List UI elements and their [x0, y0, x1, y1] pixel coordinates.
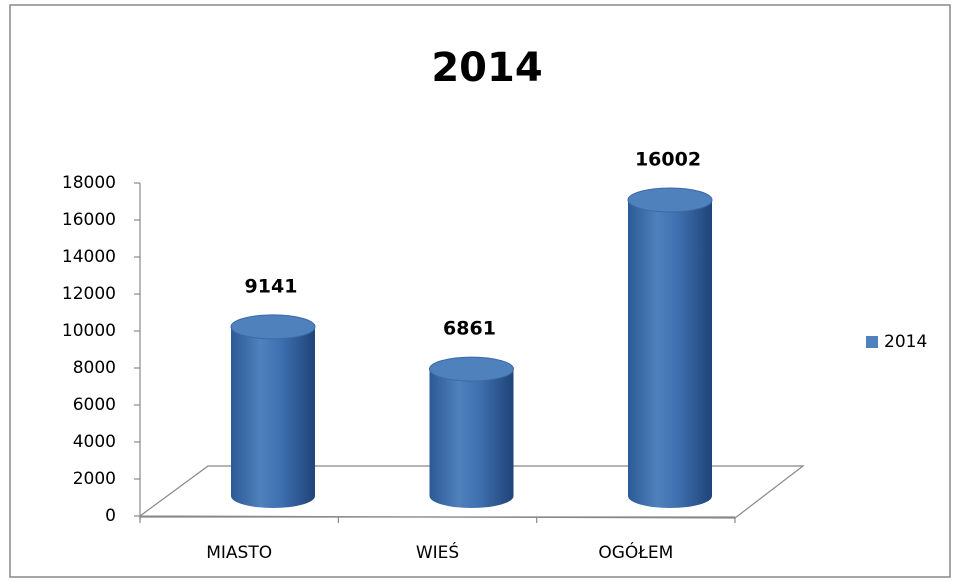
chart-title: 2014 — [431, 45, 542, 91]
y-tick-label: 12000 — [62, 284, 116, 304]
y-tick-label: 10000 — [62, 321, 116, 341]
legend-swatch — [866, 336, 878, 348]
bar — [628, 199, 712, 508]
y-tick-label: 18000 — [62, 173, 116, 193]
data-label: 9141 — [245, 275, 298, 297]
x-tick-label: OGÓŁEM — [598, 541, 673, 563]
bar-top — [230, 314, 316, 340]
x-tick-label: WIEŚ — [416, 541, 459, 563]
y-tick-label: 2000 — [73, 469, 116, 489]
data-label: 6861 — [443, 318, 496, 340]
y-tick-label: 16000 — [62, 210, 116, 230]
data-label: 16002 — [635, 148, 701, 170]
y-tick-label: 6000 — [73, 395, 116, 415]
bar-top — [429, 356, 514, 382]
bar-top — [627, 187, 713, 213]
y-tick-label: 8000 — [73, 358, 116, 378]
bar — [429, 369, 514, 509]
y-tick-label: 4000 — [73, 432, 116, 452]
bar — [231, 326, 315, 508]
legend-label: 2014 — [884, 332, 927, 352]
y-tick-label: 14000 — [62, 247, 116, 267]
x-tick-label: MIASTO — [206, 543, 272, 563]
y-tick-label: 0 — [105, 506, 116, 526]
